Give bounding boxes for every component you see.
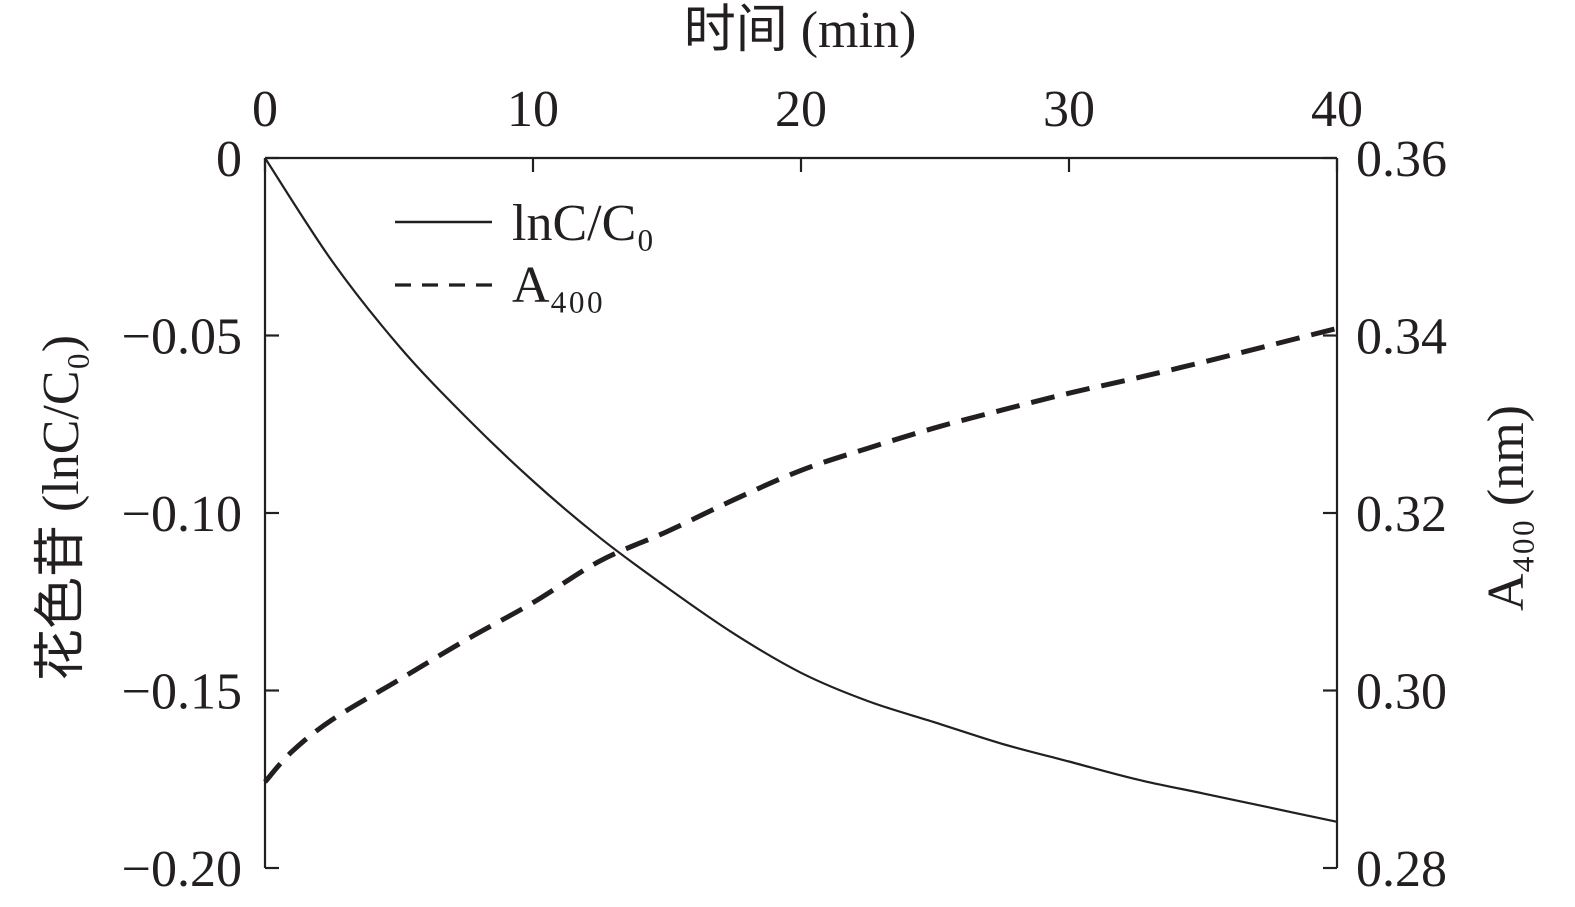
x-tick-label-3: 30	[1043, 81, 1095, 138]
plot-frame	[263, 156, 1339, 868]
x-tick-label-2: 20	[775, 81, 827, 138]
x-axis-title: 时间 (min)	[684, 2, 917, 59]
y-right-tick-label-0: 0.36	[1356, 131, 1447, 188]
series-line-a400	[263, 325, 1338, 784]
tick-labels: 0 10 20 30 40 0 −0.05 −0.10 −0.15 −0.20 0.36 0.34 0.…	[122, 81, 1447, 898]
y-right-tick-label-3: 0.30	[1356, 664, 1447, 721]
y-left-tick-label-3: −0.15	[122, 664, 242, 721]
y-left-axis-title: 花色苷 (lnC/C₀)	[33, 335, 90, 681]
x-tick-label-4: 40	[1311, 81, 1363, 138]
y-left-tick-label-1: −0.05	[122, 309, 242, 366]
y-right-tick-label-1: 0.34	[1356, 309, 1447, 366]
legend: lnC/C₀ A₄₀₀	[395, 195, 654, 314]
y-left-tick-label-2: −0.10	[122, 486, 242, 543]
series-lines	[263, 157, 1338, 823]
tick-marks	[263, 156, 1339, 870]
y-right-axis-title: A₄₀₀ (nm)	[1478, 405, 1535, 611]
legend-label: A₄₀₀	[512, 257, 604, 314]
y-right-tick-label-2: 0.32	[1356, 486, 1447, 543]
legend-label: lnC/C₀	[512, 195, 654, 252]
x-tick-label-0: 0	[252, 81, 278, 138]
y-left-tick-label-4: −0.20	[122, 841, 242, 898]
series-line-lnc-c0	[264, 157, 1338, 823]
y-right-tick-label-4: 0.28	[1356, 841, 1447, 898]
x-tick-label-1: 10	[507, 81, 559, 138]
y-left-tick-label-0: 0	[216, 131, 242, 188]
